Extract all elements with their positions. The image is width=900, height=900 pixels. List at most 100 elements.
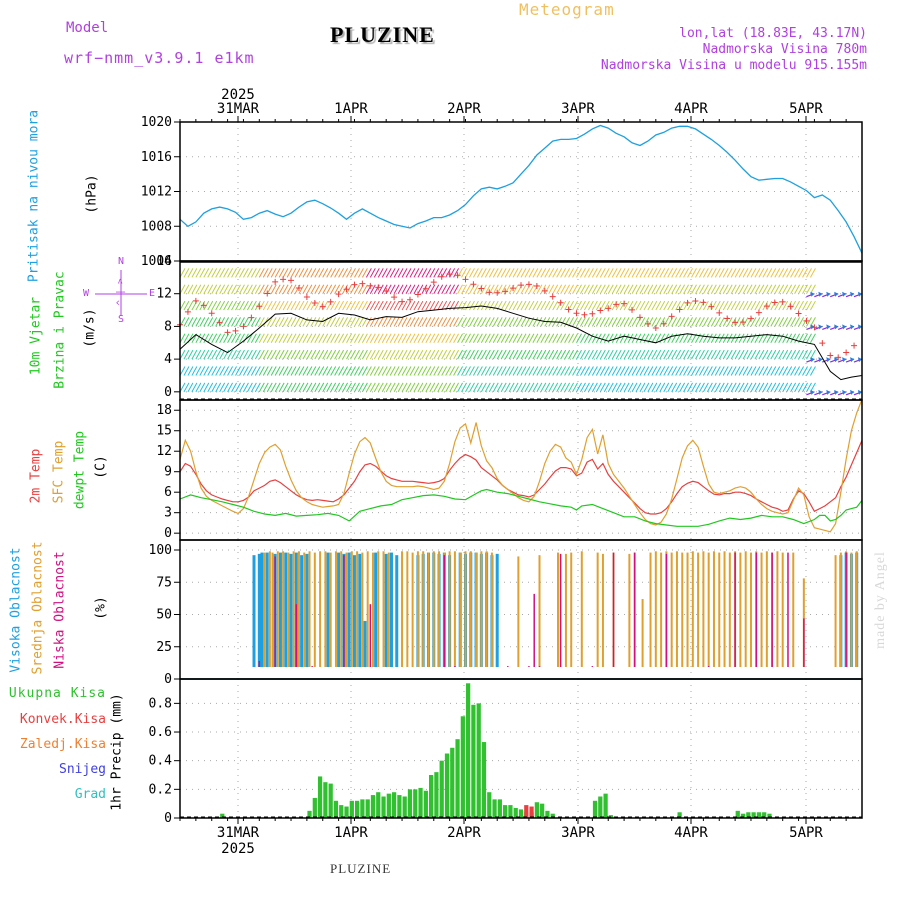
wind-barb	[393, 317, 400, 327]
wind-barb	[330, 382, 337, 393]
wind-barb	[492, 366, 499, 376]
wind-barb	[334, 317, 341, 327]
wind-barb	[215, 268, 222, 278]
wind-barb	[770, 284, 777, 294]
wind-barb	[266, 349, 273, 360]
precip-bar	[471, 704, 476, 818]
wind-barb	[179, 382, 186, 393]
wind-barb	[357, 317, 364, 327]
wind-barb	[591, 317, 598, 327]
temp-label-1: 2m Temp	[28, 448, 44, 504]
pressure-tick-label: 1012	[141, 185, 172, 200]
wind-barb	[802, 300, 808, 311]
cloud-bar	[675, 551, 678, 667]
cloud-bar	[776, 551, 779, 667]
elevation-text: Nadmorska Visina 780m	[702, 42, 867, 57]
wind-barb	[413, 317, 420, 327]
precip-bar	[354, 800, 360, 818]
wind-barb	[199, 349, 206, 360]
wind-barb	[560, 284, 567, 294]
wind-barb	[520, 268, 527, 278]
wind-barb	[603, 382, 610, 393]
wind-barb	[607, 284, 614, 294]
wind-gust-marker	[208, 310, 215, 317]
wind-barb	[445, 268, 452, 278]
wind-barb	[207, 268, 214, 278]
wind-gust-marker	[470, 281, 477, 288]
wind-barb	[413, 268, 420, 278]
wind-barb	[560, 382, 567, 393]
wind-barb	[698, 349, 705, 360]
wind-barb	[215, 382, 222, 393]
wind-barb	[564, 333, 571, 344]
wind-gust-marker	[835, 354, 842, 361]
wind-barb	[243, 300, 249, 311]
cloud-bar	[697, 552, 700, 667]
cloud-bar	[707, 552, 710, 667]
wind-gust-marker	[446, 271, 453, 278]
wind-barb	[639, 366, 646, 376]
wind-barb	[306, 300, 313, 311]
wind-barb	[227, 333, 234, 344]
cloud-bar	[507, 666, 509, 667]
wind-barb	[572, 366, 578, 376]
wind-barb	[782, 333, 789, 344]
wind-barb	[738, 268, 745, 278]
wind-barb	[798, 382, 804, 393]
wind-barb	[433, 317, 440, 327]
wind-barb	[536, 300, 543, 311]
wind-barb	[183, 317, 190, 327]
precip-bar	[376, 792, 381, 818]
wind-barb	[278, 333, 285, 344]
wind-barb	[548, 382, 555, 393]
precip-bar	[434, 772, 439, 818]
wind-barb	[465, 300, 471, 311]
bottom-date-label: 31MAR	[217, 825, 260, 841]
wind-barb	[528, 284, 535, 294]
wind-barb	[766, 366, 773, 376]
wind-barb	[215, 300, 222, 311]
wind-barb	[254, 300, 261, 311]
wind-gust-marker	[311, 300, 318, 307]
wind-barb	[472, 333, 479, 344]
wind-barb	[437, 284, 444, 294]
cloud-label-2: Srednja Oblacnost	[30, 541, 46, 675]
wind-barb	[651, 382, 658, 393]
wind-barb	[504, 300, 511, 311]
wind-barb	[516, 317, 523, 327]
wind-barb	[695, 349, 701, 360]
wind-barb	[373, 366, 380, 376]
wind-barb	[591, 300, 598, 311]
wind-barb	[310, 284, 317, 294]
wind-barb	[635, 284, 642, 294]
wind-barb	[536, 366, 543, 376]
wind-gust-marker	[486, 289, 493, 296]
wind-barb	[270, 317, 277, 327]
wind-barb	[480, 349, 487, 360]
temp-tick-label: 0	[164, 526, 172, 541]
wind-barb	[659, 366, 666, 376]
wind-barb	[492, 284, 499, 294]
wind-barb	[754, 317, 761, 327]
wind-barb	[532, 317, 539, 327]
wind-barb	[520, 300, 527, 311]
wind-barb	[286, 317, 293, 327]
wind-barb	[417, 349, 424, 360]
precip-bar	[767, 813, 772, 818]
wind-barb	[298, 317, 305, 327]
wind-barb	[718, 349, 725, 360]
wind-barb	[718, 366, 725, 376]
wind-barb	[631, 268, 638, 278]
precip-bar	[545, 810, 550, 818]
wind-barb	[211, 349, 218, 360]
wind-gust-marker	[605, 305, 612, 312]
wind-barb	[298, 366, 305, 376]
wind-barb	[627, 284, 634, 294]
wind-barb	[675, 300, 682, 311]
wind-barb	[246, 366, 253, 376]
top-date-label: 2APR	[447, 101, 481, 117]
precip-bar	[540, 803, 545, 818]
wind-barb	[433, 268, 440, 278]
cloud-tick-label: 0	[164, 672, 172, 687]
wind-gust-marker	[779, 298, 786, 305]
